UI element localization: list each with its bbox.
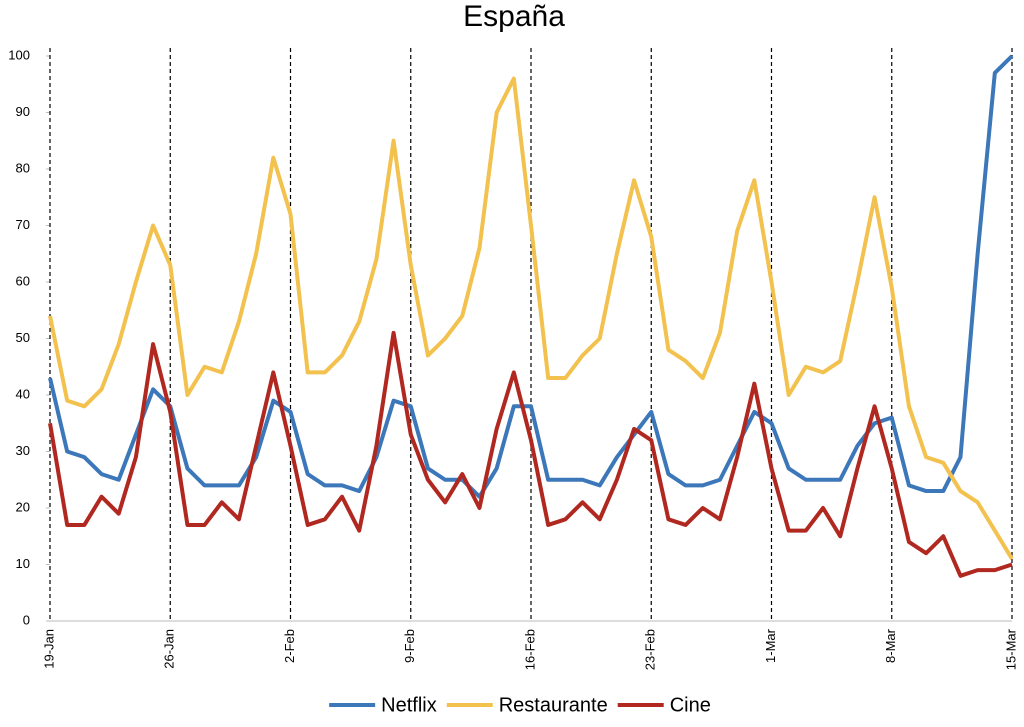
legend-label: Restaurante <box>499 694 608 716</box>
legend: Netflix Restaurante Cine <box>329 694 711 716</box>
legend-label: Netflix <box>381 694 437 716</box>
y-tick-label: 90 <box>16 104 30 119</box>
x-tick-label: 26-Jan <box>162 629 177 669</box>
x-tick-label: 23-Feb <box>643 629 658 670</box>
x-tick-label: 1-Mar <box>763 628 778 663</box>
y-tick-label: 10 <box>16 556 30 571</box>
y-tick-label: 100 <box>8 47 30 62</box>
x-tick-label: 16-Feb <box>522 629 537 670</box>
y-tick-label: 50 <box>16 330 30 345</box>
y-tick-label: 20 <box>16 499 30 514</box>
y-tick-label: 60 <box>16 273 30 288</box>
legend-label: Cine <box>670 694 711 716</box>
x-tick-label: 9-Feb <box>402 629 417 663</box>
y-tick-label: 70 <box>16 217 30 232</box>
y-tick-label: 80 <box>16 160 30 175</box>
series-line <box>48 54 1014 499</box>
x-tick-label: 8-Mar <box>883 628 898 663</box>
series-line <box>48 330 1013 578</box>
y-tick-label: 40 <box>16 386 30 401</box>
x-tick-label: 2-Feb <box>282 629 297 663</box>
x-tick-label: 15-Mar <box>1003 628 1018 670</box>
x-tick-label: 19-Jan <box>41 629 56 669</box>
chart-title: España <box>463 0 565 33</box>
y-tick-label: 30 <box>16 443 30 458</box>
series-line <box>48 76 1014 560</box>
y-tick-label: 0 <box>23 612 30 627</box>
